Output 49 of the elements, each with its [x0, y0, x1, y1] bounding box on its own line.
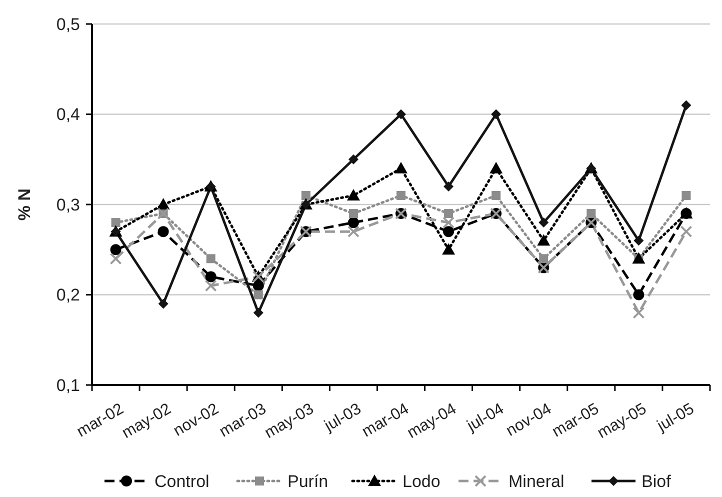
y-tick-label: 0,5: [56, 14, 80, 34]
point: [443, 226, 454, 238]
point: [158, 298, 168, 309]
point: [442, 243, 456, 255]
y-axis-title: % N: [15, 188, 34, 221]
legend-label: Lodo: [402, 472, 440, 491]
point: [254, 290, 263, 300]
y-tick-label: 0,2: [56, 286, 80, 305]
point: [347, 226, 360, 238]
point: [537, 234, 550, 246]
point: [633, 289, 644, 300]
point: [111, 218, 120, 228]
point: [539, 254, 548, 264]
point: [156, 198, 170, 210]
point: [632, 306, 645, 319]
point: [682, 190, 691, 200]
point: [586, 209, 596, 218]
legend-label: Purín: [288, 472, 328, 491]
legend-label: Control: [154, 472, 210, 491]
point: [206, 254, 216, 264]
point: [158, 226, 169, 238]
point: [444, 181, 454, 192]
point: [348, 217, 359, 228]
point: [348, 209, 358, 218]
point: [110, 244, 122, 256]
point: [348, 154, 358, 164]
point: [396, 109, 406, 120]
y-tick-label: 0,4: [56, 105, 80, 124]
y-tick-label: 0,1: [56, 376, 80, 395]
point: [490, 162, 503, 174]
point: [204, 280, 217, 292]
point: [396, 190, 406, 200]
point: [301, 190, 310, 200]
point: [444, 209, 454, 218]
point: [492, 190, 501, 200]
point: [394, 162, 408, 174]
point: [253, 308, 264, 318]
y-tick-label: 0,3: [56, 195, 80, 214]
point: [346, 188, 360, 200]
point: [681, 100, 692, 110]
legend-label: Biof: [642, 472, 672, 491]
point: [110, 252, 122, 265]
point: [205, 271, 216, 282]
point: [680, 226, 692, 238]
point: [442, 216, 455, 229]
legend-label: Mineral: [508, 472, 564, 491]
point: [491, 109, 502, 120]
point: [634, 236, 644, 246]
point: [538, 218, 549, 228]
